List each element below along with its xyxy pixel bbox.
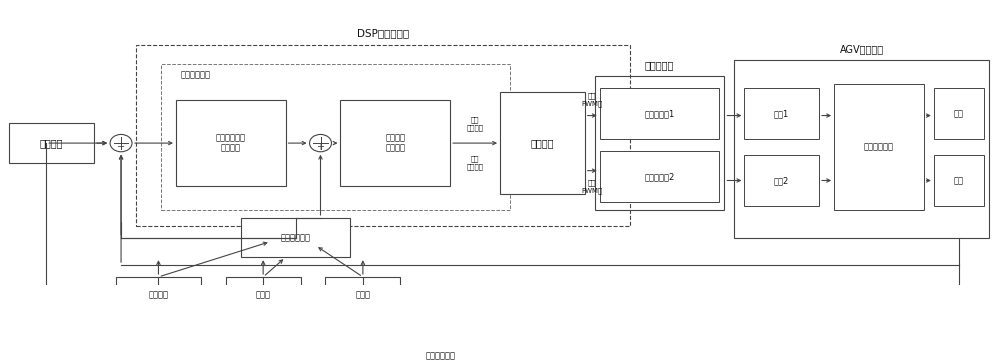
Text: AGV驱动部件: AGV驱动部件 <box>839 44 884 54</box>
Bar <box>9 123 94 163</box>
Bar <box>934 155 984 206</box>
Bar <box>136 45 630 226</box>
Text: 电机驱动器2: 电机驱动器2 <box>644 172 675 181</box>
Bar <box>595 76 724 210</box>
Text: 右轮: 右轮 <box>954 176 964 185</box>
Text: 手控器: 手控器 <box>256 290 271 299</box>
Text: 左轮: 左轮 <box>954 109 964 118</box>
Text: 电机驱动器: 电机驱动器 <box>645 60 674 70</box>
Text: 电机2: 电机2 <box>774 176 789 185</box>
Text: 操作面板: 操作面板 <box>148 290 168 299</box>
Text: 电机驱动器1: 电机驱动器1 <box>644 109 675 118</box>
Text: 导引基准: 导引基准 <box>40 138 63 148</box>
Bar <box>934 88 984 139</box>
Bar <box>734 60 989 238</box>
Bar <box>380 336 500 360</box>
Bar <box>600 151 719 202</box>
Bar <box>116 277 201 312</box>
Text: 右轮
PWM波: 右轮 PWM波 <box>581 179 602 194</box>
Bar <box>241 218 350 257</box>
Bar <box>325 277 400 312</box>
Text: −: − <box>117 142 125 152</box>
Text: +: + <box>316 142 324 152</box>
Text: 数据处理模块: 数据处理模块 <box>181 71 211 80</box>
Bar <box>226 277 301 312</box>
Text: 左右轮差速比
获取模块: 左右轮差速比 获取模块 <box>216 134 246 153</box>
Bar <box>744 88 819 139</box>
Text: 数据收发模块: 数据收发模块 <box>281 233 311 242</box>
Text: 控制速度
获取模块: 控制速度 获取模块 <box>385 134 405 153</box>
Bar <box>161 64 510 210</box>
Bar <box>834 84 924 210</box>
Bar <box>600 88 719 139</box>
Text: 控制模块: 控制模块 <box>531 138 554 148</box>
Bar <box>744 155 819 206</box>
Bar <box>500 92 585 194</box>
Text: 左轮
PWM波: 左轮 PWM波 <box>581 93 602 107</box>
Bar <box>176 100 286 186</box>
Text: 链条传动机构: 链条传动机构 <box>864 143 894 152</box>
Text: 轨迹检测装置: 轨迹检测装置 <box>425 351 455 360</box>
Text: DSP核心控制器: DSP核心控制器 <box>357 28 409 39</box>
Text: 左轮
控制速度: 左轮 控制速度 <box>467 116 484 131</box>
Text: 右轮
控制速度: 右轮 控制速度 <box>467 156 484 170</box>
Bar <box>340 100 450 186</box>
Text: 电机1: 电机1 <box>774 109 789 118</box>
Text: 上位机: 上位机 <box>355 290 370 299</box>
